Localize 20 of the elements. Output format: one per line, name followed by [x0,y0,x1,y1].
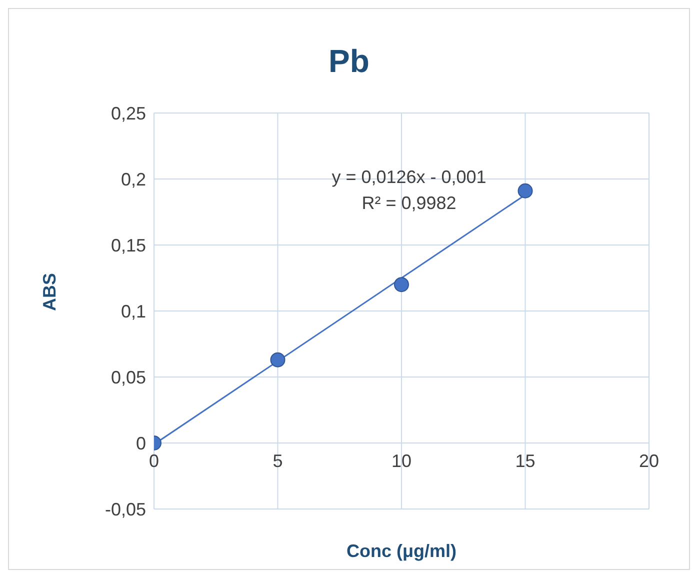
annotation: R² = 0,9982 [360,192,458,215]
x-tick-label: 15 [515,451,536,471]
x-tick-label: 5 [272,451,283,471]
point [394,277,409,292]
y-tick-label: 0,1 [120,301,146,322]
chart-title: Pb [328,43,370,80]
x-tick-label: 20 [638,451,660,471]
y-axis-title: ABS [39,272,60,311]
x-tick-label: 0 [148,451,160,471]
y-tick-label: -0,05 [104,499,146,520]
x-tick-label: 10 [391,451,412,471]
y-tick-label: 0,15 [110,235,146,256]
annotation: y = 0,0126x - 0,001 [330,166,488,189]
y-tick-label: 0 [136,433,146,454]
point [270,352,286,368]
point [518,183,533,198]
y-tick-label: 0,2 [120,169,146,190]
y-tick-label: 0,05 [110,367,146,388]
x-axis-title: Conc (μg/ml) [346,541,457,561]
y-tick-label: 0,25 [110,103,146,124]
